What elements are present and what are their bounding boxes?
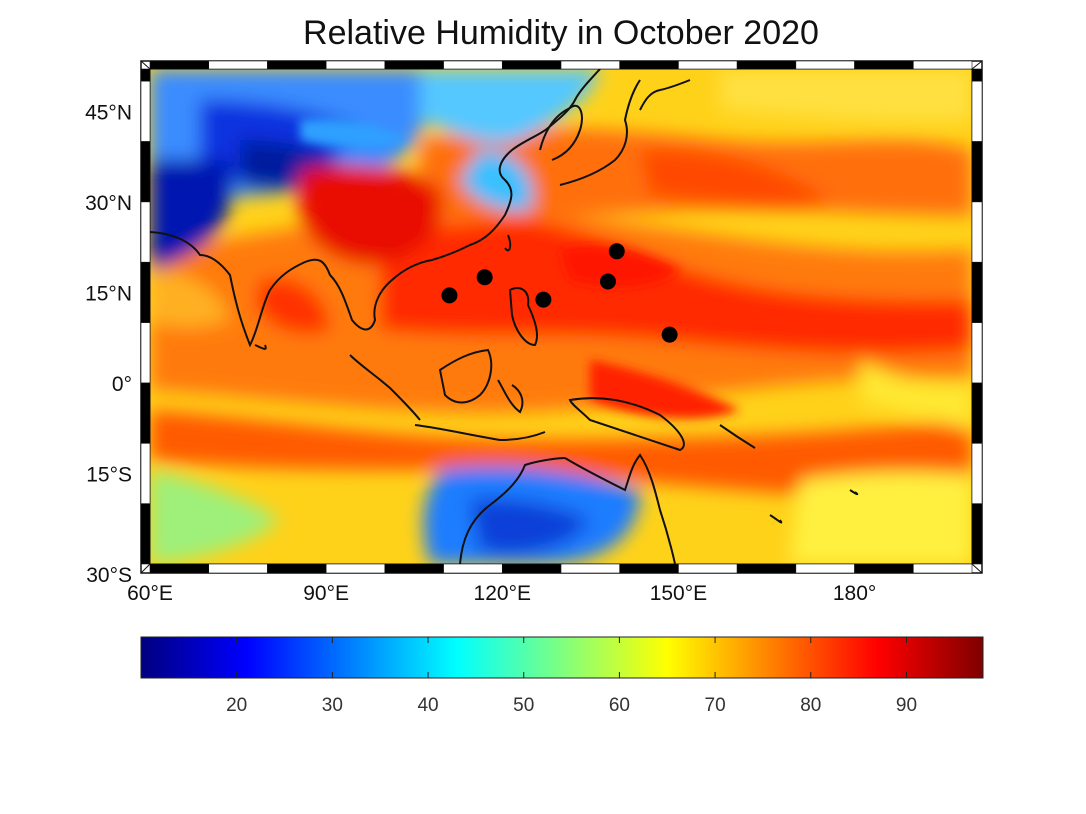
site-marker [599,273,616,290]
lat-tick-label: 15°N [85,282,132,305]
coastlines [150,69,859,564]
colorbar-tick-label: 60 [609,695,630,716]
colorbar-tick-label: 40 [417,695,438,716]
lon-tick-label: 90°E [303,582,349,605]
marker-layer [441,243,678,343]
lat-tick-label: 30°S [86,564,132,587]
map-frame [140,60,983,574]
humidity-field [150,69,972,564]
colorbar-ticks: 20 30 40 50 60 70 80 90 [226,637,917,716]
site-marker [661,326,678,343]
colorbar-tick-label: 50 [513,695,534,716]
site-marker [441,287,458,304]
lon-tick-label: 150°E [650,582,707,605]
colorbar-tick-label: 30 [322,695,343,716]
lon-tick-label: 120°E [474,582,531,605]
lat-tick-label: 45°N [85,101,132,124]
colorbar-tick-label: 70 [705,695,726,716]
site-marker [535,291,552,308]
lat-tick-label: 0° [112,373,132,396]
latitude-labels: 45°N 30°N 15°N 0° 15°S 30°S [85,101,132,587]
colorbar [140,636,984,679]
lat-tick-label: 30°N [85,192,132,215]
site-marker [608,243,625,260]
lon-tick-label: 60°E [127,582,173,605]
colorbar-tick-label: 20 [226,695,247,716]
site-marker [476,269,493,286]
lat-tick-label: 15°S [86,463,132,486]
colorbar-tick-label: 90 [896,695,917,716]
colorbar-tick-label: 80 [800,695,821,716]
longitude-labels: 60°E 90°E 120°E 150°E 180° [127,582,876,605]
chart-title: Relative Humidity in October 2020 [303,14,819,52]
lon-tick-label: 180° [833,582,876,605]
